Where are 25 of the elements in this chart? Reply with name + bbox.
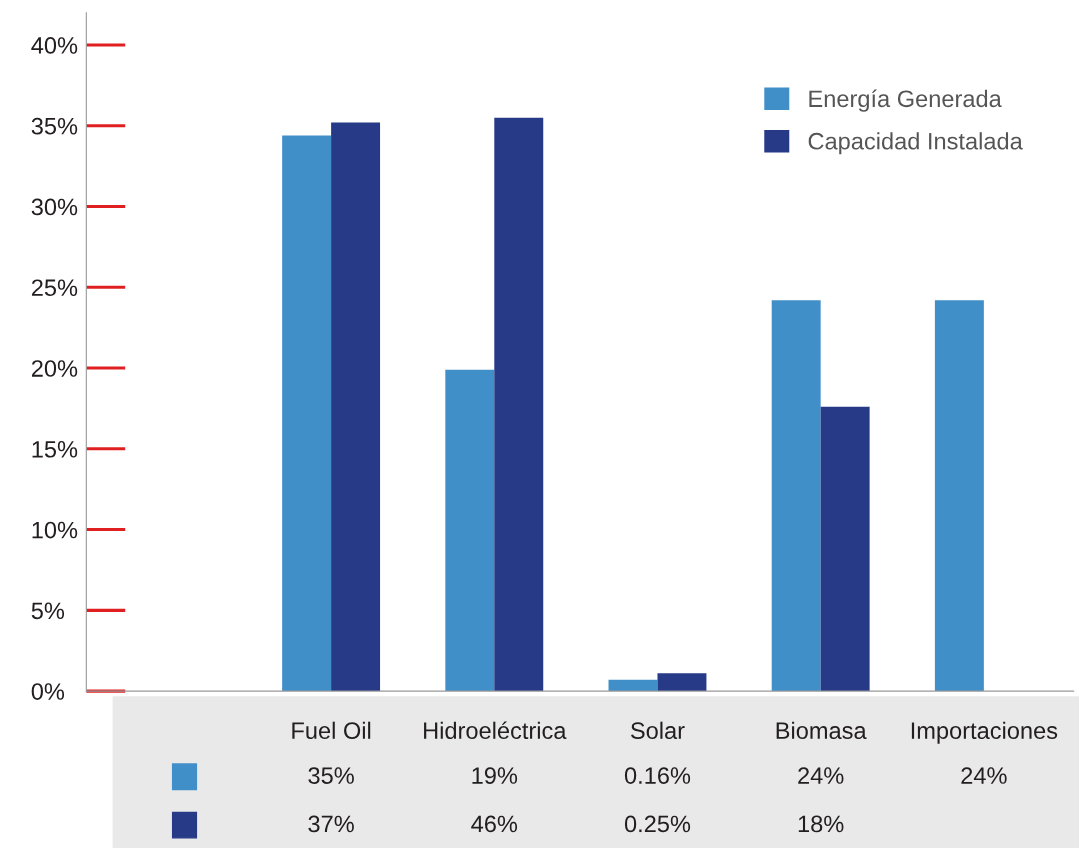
text: 24% [961,767,1007,784]
legend-label: Energía Generada [809,89,1002,112]
text: 19% [472,767,518,784]
text: 0.16% [624,767,691,784]
x-tick-label: Hidroeléctrica [424,721,567,740]
y-tick-label: 40% [31,37,78,54]
y-tick-label: 0% [31,683,65,700]
x-tick-label: Biomasa [776,721,867,740]
y-tick-label: 20% [31,360,78,377]
y-tick-label: 30% [31,198,78,216]
y-tick-label: 25% [31,279,78,297]
text: 35% [308,767,354,784]
x-tick-label: Solar [630,721,685,740]
text: 37% [308,815,354,833]
legend-label: Capacidad Instalada [808,132,1023,155]
x-tick-label: Importaciones [911,721,1058,744]
text: 18% [798,815,844,833]
y-tick-label: 15% [32,441,78,458]
text: 46% [471,815,518,833]
y-tick-label: 35% [31,117,78,135]
x-tick-label: Fuel Oil [292,721,371,740]
y-tick-label: 10% [32,521,78,539]
text: 0.25% [624,815,691,833]
text: 24% [798,767,844,784]
y-tick-label: 5% [31,602,65,620]
